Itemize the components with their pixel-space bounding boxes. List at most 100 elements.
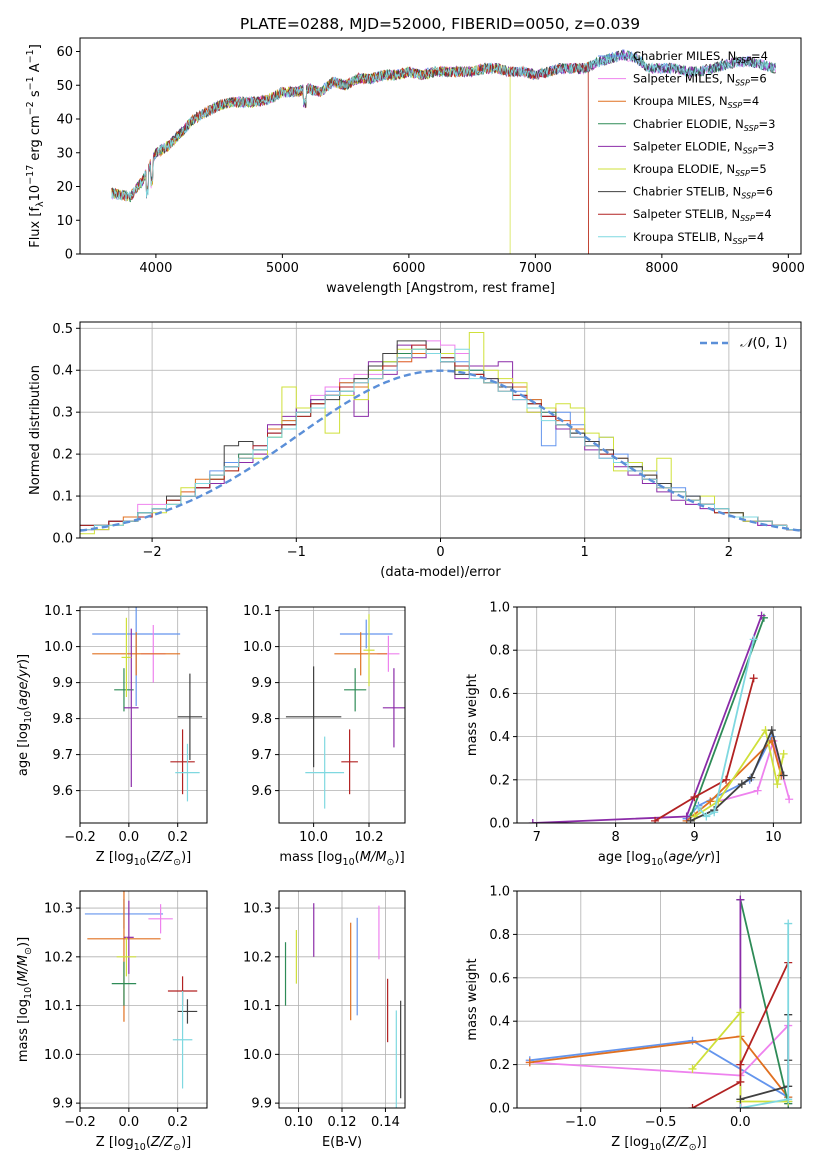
x-tick-label: 0.12 bbox=[328, 1115, 357, 1130]
weight-marker bbox=[736, 1104, 745, 1108]
x-axis-label: Z [log10(Z/Z⊙)] bbox=[96, 850, 191, 868]
x-tick-label: 8000 bbox=[645, 261, 678, 276]
axes-frame bbox=[79, 890, 208, 1109]
x-axis-label: mass [log10(M/M⊙)] bbox=[279, 850, 404, 868]
y-tick-label: 10.2 bbox=[44, 950, 73, 965]
y-tick-label: 10.1 bbox=[243, 604, 272, 619]
x-tick-label: −0.5 bbox=[645, 1115, 677, 1130]
y-tick-label: 0.0 bbox=[489, 1102, 510, 1117]
point-6 bbox=[285, 666, 342, 768]
weight-marker bbox=[528, 819, 537, 823]
x-tick-label: 0.0 bbox=[119, 1115, 140, 1130]
point-8 bbox=[172, 990, 193, 1089]
weight-marker bbox=[747, 773, 756, 782]
x-axis-label: Z [log10(Z/Z⊙)] bbox=[96, 1135, 191, 1153]
point-2 bbox=[334, 632, 387, 676]
weight-marker bbox=[779, 749, 788, 758]
legend-label-kroupa-elodie-n-ssp-5: Kroupa ELODIE, NSSP=5 bbox=[633, 162, 767, 178]
y-tick-label: 9.6 bbox=[251, 784, 272, 799]
weight-marker bbox=[784, 919, 793, 928]
legend-label-chabrier-miles-n-ssp-4: Chabrier MILES, NSSP=4 bbox=[633, 49, 768, 65]
weight-marker bbox=[706, 797, 715, 806]
y-tick-label: 0.4 bbox=[52, 364, 73, 379]
point-3 bbox=[111, 961, 137, 1006]
weight-marker bbox=[710, 808, 719, 817]
y-tick-label: 0.1 bbox=[52, 490, 73, 505]
weight-marker bbox=[779, 771, 788, 780]
y-tick-label: 9.6 bbox=[52, 784, 73, 799]
x-tick-label: 10.0 bbox=[299, 830, 328, 845]
point-1 bbox=[148, 904, 173, 934]
y-tick-label: 0.8 bbox=[489, 644, 510, 659]
spectrum-kroupa-stelib-n-ssp-4 bbox=[111, 52, 776, 201]
plot-area bbox=[80, 891, 207, 1108]
x-tick-label: 9 bbox=[690, 830, 698, 845]
plot-area bbox=[279, 891, 405, 1108]
legend-label-salpeter-miles-n-ssp-6: Salpeter MILES, NSSP=6 bbox=[633, 72, 767, 88]
point-6 bbox=[177, 673, 203, 760]
charts-layer: 4000 5000 6000 7000 8000 90000102030405060wav… bbox=[16, 37, 805, 1153]
y-axis-label: age [log10(age/yr)] bbox=[16, 654, 34, 776]
x-tick-label: 0.2 bbox=[167, 1115, 188, 1130]
y-tick-label: 10.0 bbox=[44, 1048, 73, 1063]
y-tick-label: 9.8 bbox=[52, 712, 73, 727]
x-tick-label: −1 bbox=[287, 545, 306, 560]
weight-marker bbox=[694, 803, 703, 812]
y-tick-label: 40 bbox=[56, 113, 73, 128]
plot-area bbox=[279, 607, 405, 823]
x-tick-label: 6000 bbox=[392, 261, 425, 276]
weight-marker bbox=[688, 1036, 697, 1045]
x-tick-label: −0.2 bbox=[64, 1115, 96, 1130]
y-tick-label: 0 bbox=[65, 248, 73, 263]
legend-label-chabrier-elodie-n-ssp-3: Chabrier ELODIE, NSSP=3 bbox=[633, 117, 775, 133]
weight-marker bbox=[651, 816, 660, 823]
axes-frame bbox=[79, 321, 802, 539]
y-tick-label: 10.0 bbox=[243, 1048, 272, 1063]
histogram-8 bbox=[80, 348, 801, 538]
chart-residuals: −2 −1 0 1 2 0.0 0.1 0.2 0.3 0.4 0.5 (data-model)/er… bbox=[28, 321, 802, 580]
chart-age_vs_Z: −0.2 0.0 0.2 9.6 9.7 9.8 9.9 10.0 10.1 Z [log10(Z… bbox=[16, 604, 208, 868]
y-tick-label: 0.5 bbox=[52, 322, 73, 337]
weight-series-6 bbox=[740, 1014, 790, 1101]
point-8 bbox=[175, 743, 200, 802]
plot-area bbox=[517, 607, 801, 823]
axes-frame bbox=[278, 606, 406, 824]
y-tick-label: 9.9 bbox=[52, 1097, 73, 1112]
weight-marker bbox=[785, 795, 794, 804]
point-0 bbox=[339, 619, 393, 649]
x-axis-label: wavelength [Angstrom, rest frame] bbox=[326, 281, 555, 296]
x-tick-label: −1.0 bbox=[565, 1115, 597, 1130]
y-tick-label: 10.1 bbox=[44, 604, 73, 619]
y-tick-label: 0.4 bbox=[489, 730, 510, 745]
legend-label-salpeter-elodie-n-ssp-3: Salpeter ELODIE, NSSP=3 bbox=[633, 139, 774, 155]
weight-marker bbox=[753, 786, 762, 795]
y-tick-label: 0.0 bbox=[489, 817, 510, 832]
x-tick-label: 0.10 bbox=[284, 1115, 313, 1130]
x-tick-label: 9000 bbox=[772, 261, 805, 276]
y-tick-label: 60 bbox=[56, 45, 73, 60]
y-tick-label: 0.6 bbox=[489, 687, 510, 702]
legend-label-kroupa-miles-n-ssp-4: Kroupa MILES, NSSP=4 bbox=[633, 94, 759, 110]
axes-frame bbox=[79, 606, 208, 824]
legend-label-gaussian: 𝒩(0, 1) bbox=[740, 336, 787, 351]
weight-marker bbox=[784, 1095, 793, 1104]
axes-frame bbox=[278, 890, 406, 1109]
y-tick-label: 10.1 bbox=[243, 999, 272, 1014]
y-tick-label: 30 bbox=[56, 146, 73, 161]
y-tick-label: 0.4 bbox=[489, 1015, 510, 1030]
point-8 bbox=[305, 736, 345, 809]
point-6 bbox=[177, 999, 198, 1024]
y-tick-label: 10.1 bbox=[44, 999, 73, 1014]
x-tick-label: 8 bbox=[611, 830, 619, 845]
y-tick-label: 9.7 bbox=[52, 748, 73, 763]
x-tick-label: −2 bbox=[143, 545, 162, 560]
weight-marker bbox=[749, 674, 758, 683]
x-tick-label: 7 bbox=[533, 830, 541, 845]
point-5 bbox=[363, 614, 375, 687]
weight-marker bbox=[686, 816, 695, 823]
weight-marker bbox=[702, 812, 711, 821]
weight-marker bbox=[682, 812, 691, 821]
y-tick-label: 0.2 bbox=[489, 773, 510, 788]
x-tick-label: 10.2 bbox=[355, 830, 384, 845]
